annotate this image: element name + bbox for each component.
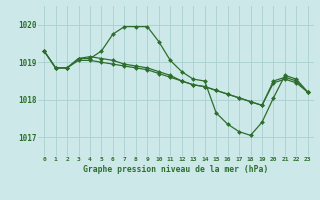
X-axis label: Graphe pression niveau de la mer (hPa): Graphe pression niveau de la mer (hPa) [84, 165, 268, 174]
